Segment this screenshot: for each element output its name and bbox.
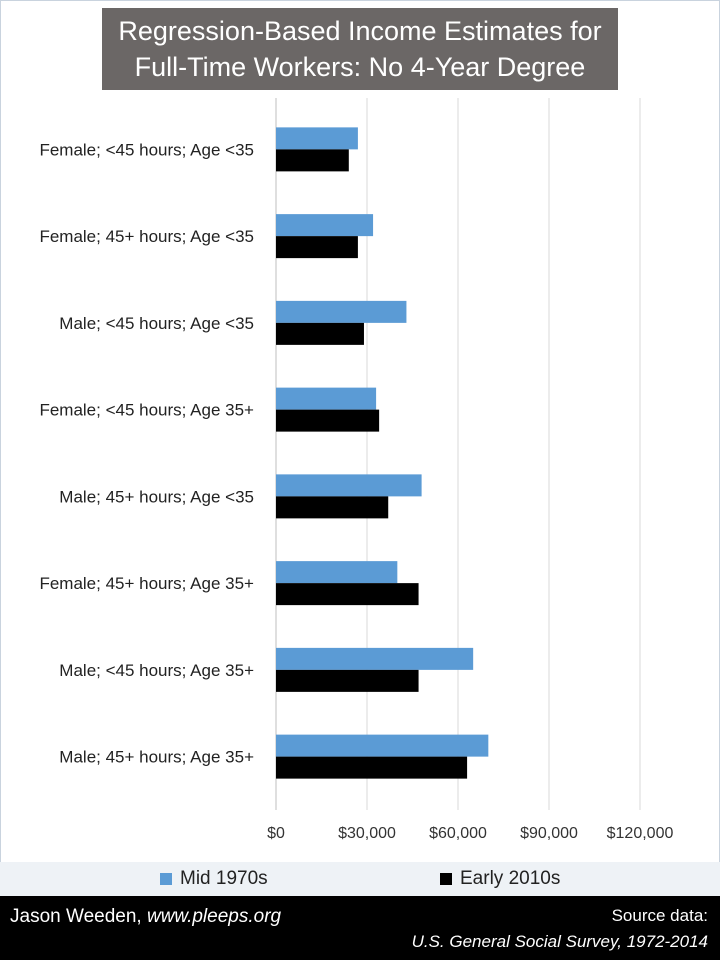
- bar-mid-1970s-3: [276, 387, 377, 410]
- legend: Mid 1970s Early 2010s: [0, 862, 720, 896]
- source-label: Source data:: [611, 906, 708, 925]
- source-citation: U.S. General Social Survey, 1972-2014: [411, 932, 708, 951]
- bar-mid-1970s-1: [276, 214, 374, 237]
- category-label-6: Male; <45 hours; Age 35+: [59, 661, 254, 680]
- footer: Jason Weeden, www.pleeps.org Source data…: [0, 896, 720, 960]
- category-label-4: Male; 45+ hours; Age <35: [59, 487, 254, 506]
- x-tick-label-4: $120,000: [607, 825, 674, 842]
- bar-mid-1970s-6: [276, 647, 474, 670]
- legend-label-early-2010s: Early 2010s: [460, 868, 561, 889]
- category-label-0: Female; <45 hours; Age <35: [39, 140, 254, 159]
- category-label-1: Female; 45+ hours; Age <35: [39, 227, 254, 246]
- chart-title-line-1: Regression-Based Income Estimates for: [118, 16, 602, 46]
- x-tick-label-2: $60,000: [429, 825, 487, 842]
- bar-chart: Female; <45 hours; Age <35 Female; 45+ ho…: [39, 98, 674, 842]
- bar-early-2010s-1: [276, 236, 358, 259]
- bar-early-2010s-2: [276, 322, 364, 345]
- author-site: www.pleeps.org: [146, 906, 282, 927]
- bar-early-2010s-5: [276, 583, 419, 606]
- bar-early-2010s-3: [276, 409, 380, 432]
- bar-mid-1970s-0: [276, 127, 358, 150]
- author-credit: Jason Weeden, www.pleeps.org: [10, 906, 281, 928]
- bar-mid-1970s-7: [276, 734, 489, 757]
- category-label-5: Female; 45+ hours; Age 35+: [39, 574, 254, 593]
- x-tick-label-1: $30,000: [338, 825, 396, 842]
- chart-title: Regression-Based Income Estimates for Fu…: [102, 8, 618, 90]
- x-tick-label-0: $0: [267, 825, 285, 842]
- bar-mid-1970s-5: [276, 561, 398, 584]
- legend-item-early-2010s: Early 2010s: [440, 868, 560, 890]
- category-label-7: Male; 45+ hours; Age 35+: [59, 748, 254, 767]
- bar-mid-1970s-4: [276, 474, 422, 497]
- bar-early-2010s-7: [276, 756, 468, 779]
- category-label-3: Female; <45 hours; Age 35+: [39, 401, 254, 420]
- bar-early-2010s-4: [276, 496, 389, 519]
- author-name: Jason Weeden,: [10, 906, 147, 927]
- bar-mid-1970s-2: [276, 300, 407, 323]
- legend-swatch-mid-1970s: [160, 873, 172, 885]
- category-label-2: Male; <45 hours; Age <35: [59, 314, 254, 333]
- chart-title-line-2: Full-Time Workers: No 4-Year Degree: [134, 52, 586, 82]
- x-tick-label-3: $90,000: [520, 825, 578, 842]
- legend-item-mid-1970s: Mid 1970s: [160, 868, 268, 890]
- bar-early-2010s-0: [276, 149, 349, 172]
- legend-swatch-early-2010s: [440, 873, 452, 885]
- bar-early-2010s-6: [276, 669, 419, 692]
- legend-label-mid-1970s: Mid 1970s: [180, 868, 268, 889]
